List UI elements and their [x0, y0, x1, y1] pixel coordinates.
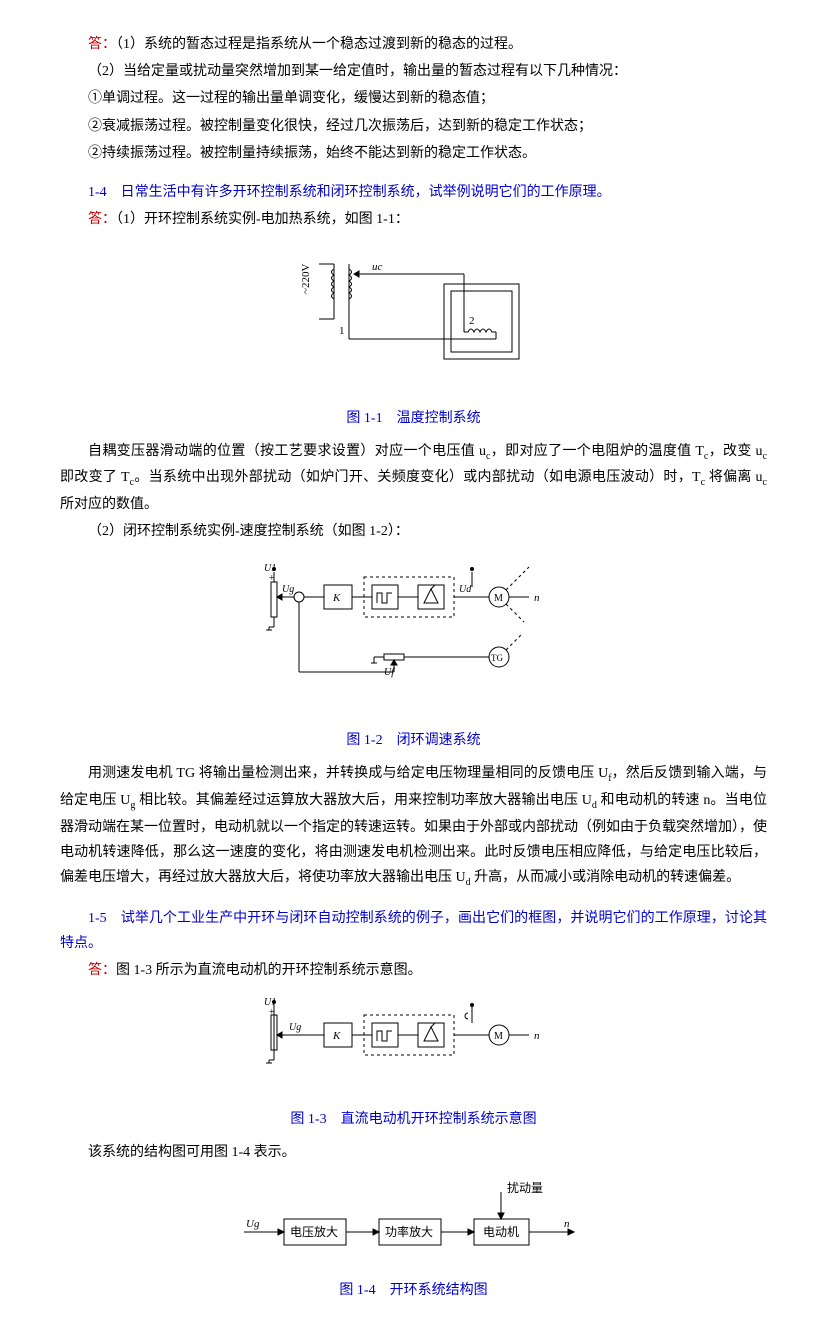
answer-label: 答：	[88, 963, 116, 978]
fig11-2: 2	[469, 315, 475, 327]
ans14-intro: （1）开环控制系统实例-电加热系统，如图 1-1：	[116, 212, 409, 227]
svg-text:+: +	[269, 1007, 275, 1018]
para1: 自耦变压器滑动端的位置（按工艺要求设置）对应一个电压值 uc，即对应了一个电阻炉…	[60, 439, 767, 518]
fig14-dist: 扰动量	[507, 1181, 543, 1195]
fig11-v: ~220V	[300, 264, 312, 294]
ans1-line1: （1）系统的暂态过程是指系统从一个稳态过渡到新的稳态的过程。	[116, 37, 522, 52]
fig11-caption: 图 1-1 温度控制系统	[60, 406, 767, 431]
fig12-caption: 图 1-2 闭环调速系统	[60, 728, 767, 753]
figure-1-4: Ug 电压放大 功率放大 电动机 扰动量 n	[60, 1177, 767, 1266]
fig14-ug: Ug	[246, 1218, 260, 1230]
q15-num: 1-5	[88, 911, 107, 926]
ans1-line5: ②持续振荡过程。被控制量持续振荡，始终不能达到新的稳定工作状态。	[60, 141, 767, 166]
fig12-uf: Uf	[384, 667, 395, 678]
fig14-b3: 电动机	[483, 1225, 519, 1239]
answer-1-5: 答：图 1-3 所示为直流电动机的开环控制系统示意图。	[60, 958, 767, 983]
figure-1-3: U1 Ug K M n +	[60, 995, 767, 1094]
fig11-1: 1	[339, 325, 345, 337]
fig12-ud: Ud	[459, 584, 472, 595]
fig14-caption: 图 1-4 开环系统结构图	[60, 1278, 767, 1303]
ans15-text: 图 1-3 所示为直流电动机的开环控制系统示意图。	[116, 963, 422, 978]
fig12-tg: TG	[491, 653, 503, 663]
fig13-n: n	[534, 1030, 540, 1042]
fig13-caption: 图 1-3 直流电动机开环控制系统示意图	[60, 1107, 767, 1132]
fig12-k: K	[332, 592, 341, 604]
answer-label: 答：	[88, 212, 116, 227]
answer-label: 答：	[88, 37, 116, 52]
fig14-b1: 电压放大	[290, 1224, 338, 1239]
fig13-m: M	[494, 1031, 503, 1042]
figure-1-1: ~220V uc 1 2	[60, 244, 767, 393]
answer-1-4: 答：（1）开环控制系统实例-电加热系统，如图 1-1：	[60, 207, 767, 232]
para3: 用测速发电机 TG 将输出量检测出来，并转换成与给定电压物理量相同的反馈电压 U…	[60, 761, 767, 892]
figure-1-2: U1 Ug K Ud M n TG Uf +	[60, 557, 767, 716]
fig12-ug: Ug	[282, 584, 294, 595]
fig12-n: n	[534, 592, 540, 604]
fig12-m: M	[494, 593, 503, 604]
ans1-line3: ①单调过程。这一过程的输出量单调变化，缓慢达到新的稳态值；	[60, 86, 767, 111]
q14-text: 日常生活中有许多开环控制系统和闭环控制系统，试举例说明它们的工作原理。	[121, 185, 611, 200]
fig11-uc: uc	[372, 261, 383, 273]
para2: （2）闭环控制系统实例-速度控制系统（如图 1-2）：	[60, 519, 767, 544]
question-1-4: 1-4 日常生活中有许多开环控制系统和闭环控制系统，试举例说明它们的工作原理。	[60, 180, 767, 205]
fig13-ug: Ug	[289, 1022, 301, 1033]
q14-num: 1-4	[88, 185, 107, 200]
para4: 该系统的结构图可用图 1-4 表示。	[60, 1140, 767, 1165]
question-1-5: 1-5 试举几个工业生产中开环与闭环自动控制系统的例子，画出它们的框图，并说明它…	[60, 906, 767, 956]
q15-text: 试举几个工业生产中开环与闭环自动控制系统的例子，画出它们的框图，并说明它们的工作…	[60, 911, 767, 951]
fig13-k: K	[332, 1030, 341, 1042]
ans1-line4: ②衰减振荡过程。被控制量变化很快，经过几次振荡后，达到新的稳定工作状态；	[60, 114, 767, 139]
svg-text:+: +	[269, 573, 275, 584]
answer-1: 答：（1）系统的暂态过程是指系统从一个稳态过渡到新的稳态的过程。	[60, 32, 767, 57]
ans1-line2: （2）当给定量或扰动量突然增加到某一给定值时，输出量的暂态过程有以下几种情况：	[60, 59, 767, 84]
fig14-b2: 功率放大	[385, 1224, 433, 1239]
fig14-n: n	[564, 1218, 570, 1230]
